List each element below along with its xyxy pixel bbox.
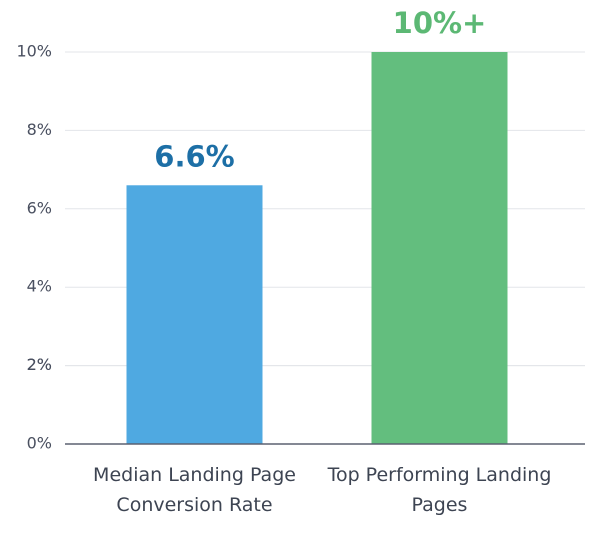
y-tick-label: 6% (27, 198, 52, 217)
y-tick-label: 4% (27, 277, 52, 296)
value-label: 6.6% (154, 139, 234, 173)
y-tick-label: 10% (16, 42, 52, 61)
x-tick-label: Median Landing Page Conversion Rate (93, 464, 296, 516)
x-tick-label: Top Performing Landing Pages (327, 464, 552, 516)
value-label: 10%+ (393, 6, 487, 40)
y-tick-label: 2% (27, 355, 52, 374)
y-tick-label: 8% (27, 120, 52, 139)
y-tick-label: 2% (27, 355, 52, 374)
y-tick-label: 0% (27, 434, 52, 453)
bar (371, 52, 508, 444)
bar (126, 185, 263, 444)
